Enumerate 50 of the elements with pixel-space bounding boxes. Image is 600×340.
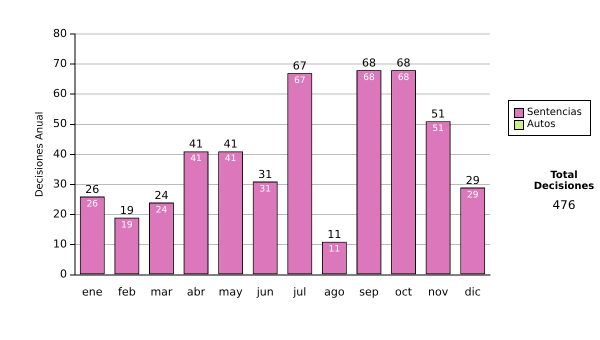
y-tick-label: 80: [52, 26, 67, 40]
y-tick-label: 60: [52, 87, 67, 100]
y-tick-label: 40: [52, 147, 67, 160]
total-label: 67: [292, 59, 307, 72]
x-tick-label: dic: [464, 285, 481, 298]
data-label: 68: [398, 72, 410, 83]
data-label: 19: [121, 220, 133, 230]
data-label: 29: [466, 190, 479, 200]
data-label: 41: [224, 154, 236, 164]
y-tick-label: 20: [52, 207, 67, 220]
total-label: 11: [327, 228, 342, 242]
x-tick-label: abr: [186, 285, 206, 298]
total-label: 51: [431, 108, 446, 121]
text: 476: [552, 198, 576, 212]
y-axis-title: Decisiones Anual: [34, 112, 46, 198]
y-tick-label: 70: [52, 56, 67, 70]
y-tick-label: 50: [52, 117, 67, 130]
data-label: 51: [432, 124, 444, 134]
data-label: 68: [363, 72, 375, 83]
total-label: 41: [189, 138, 204, 151]
x-tick-label: jul: [292, 285, 306, 298]
x-tick-label: jun: [256, 285, 274, 298]
total-label: 31: [258, 168, 272, 181]
data-label: 41: [190, 154, 202, 164]
data-label: 67: [294, 76, 306, 86]
text: Total Decisiones: [532, 170, 596, 192]
total-label: 19: [120, 204, 134, 217]
legend-label: Autos: [526, 119, 556, 130]
x-tick-label: ago: [324, 285, 345, 298]
x-tick-label: ene: [82, 285, 103, 298]
data-label: 31: [259, 184, 271, 194]
legend-label: Sentencias: [526, 107, 582, 118]
x-tick-label: sep: [359, 285, 379, 298]
x-tick-label: may: [218, 285, 244, 298]
x-tick-label: nov: [428, 285, 449, 298]
x-tick-label: oct: [394, 285, 413, 298]
x-tick-label: feb: [118, 285, 136, 298]
total-label: 26: [85, 182, 100, 196]
x-tick-label: mar: [150, 285, 173, 298]
total-label: 68: [396, 56, 411, 70]
data-label: 24: [156, 205, 168, 216]
total-label: 68: [362, 56, 376, 70]
data-label: 11: [328, 244, 340, 255]
y-tick-label: 0: [60, 268, 67, 281]
y-tick-label: 10: [52, 238, 67, 251]
total-label: 41: [224, 138, 238, 151]
total-label: 24: [154, 188, 168, 202]
y-tick-label: 30: [52, 177, 67, 190]
total-label: 29: [466, 174, 480, 187]
data-label: 26: [86, 199, 98, 210]
